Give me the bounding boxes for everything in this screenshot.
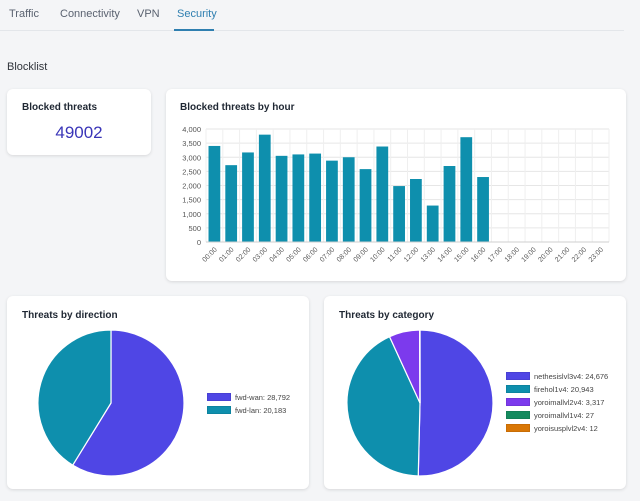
direction-chart-title: Threats by direction — [22, 310, 118, 321]
legend-item[interactable]: firehol1v4: 20,943 — [506, 383, 608, 395]
legend-label: fwd-lan: 20,183 — [235, 405, 287, 415]
legend-swatch — [506, 424, 530, 432]
x-tick-label: 13:00 — [420, 246, 437, 263]
tab-connectivity[interactable]: Connectivity — [60, 8, 120, 20]
category-legend: nethesislvl3v4: 24,676 firehol1v4: 20,943… — [506, 370, 608, 435]
x-tick-label: 01:00 — [218, 246, 235, 263]
x-tick-label: 02:00 — [235, 246, 252, 263]
x-tick-label: 21:00 — [554, 246, 571, 263]
bar[interactable] — [477, 177, 489, 242]
x-tick-label: 12:00 — [403, 246, 420, 263]
x-tick-label: 04:00 — [269, 246, 286, 263]
tab-bar: Traffic Connectivity VPN Security — [0, 0, 624, 31]
legend-item[interactable]: nethesislvl3v4: 24,676 — [506, 370, 608, 382]
legend-label: yoroisusplvl2v4: 12 — [534, 423, 598, 433]
legend-label: yoroimallvl2v4: 3,317 — [534, 397, 605, 407]
active-tab-indicator — [174, 29, 214, 31]
x-tick-label: 05:00 — [285, 246, 302, 263]
blocked-by-hour-card: Blocked threats by hour 0 500 1,000 1,500 2,… — [166, 89, 626, 281]
x-tick-label: 10:00 — [369, 246, 386, 263]
x-tick-label: 06:00 — [302, 246, 319, 263]
bar[interactable] — [242, 152, 254, 242]
bar[interactable] — [426, 205, 439, 242]
tab-traffic[interactable]: Traffic — [9, 8, 39, 20]
x-tick-label: 16:00 — [470, 246, 487, 263]
legend-label: firehol1v4: 20,943 — [534, 384, 594, 394]
x-tick-label: 00:00 — [201, 246, 218, 263]
y-tick-label: 500 — [188, 224, 201, 233]
y-tick-label: 0 — [197, 238, 201, 247]
bar[interactable] — [443, 166, 456, 242]
section-title: Blocklist — [7, 61, 48, 73]
legend-swatch — [506, 411, 530, 419]
direction-legend: fwd-wan: 28,792 fwd-lan: 20,183 — [207, 391, 290, 417]
legend-swatch — [506, 398, 530, 406]
threats-by-category-card: Threats by category nethesislvl3v4: 24,6… — [324, 296, 626, 489]
x-tick-label: 20:00 — [537, 246, 554, 263]
x-tick-label: 03:00 — [252, 246, 269, 263]
bar[interactable] — [258, 134, 271, 242]
pie-slice[interactable] — [417, 329, 494, 477]
bar[interactable] — [208, 145, 221, 242]
y-tick-label: 1,000 — [182, 210, 201, 219]
legend-swatch — [506, 372, 530, 380]
y-tick-label: 1,500 — [182, 196, 201, 205]
x-tick-label: 14:00 — [437, 246, 454, 263]
x-tick-label: 22:00 — [571, 246, 588, 263]
direction-pie-chart — [37, 329, 185, 477]
legend-item[interactable]: fwd-wan: 28,792 — [207, 391, 290, 403]
legend-item[interactable]: yoroimallvl1v4: 27 — [506, 409, 608, 421]
y-tick-label: 4,000 — [182, 125, 201, 134]
category-pie-chart — [346, 329, 494, 477]
legend-swatch — [207, 393, 231, 401]
bar[interactable] — [326, 160, 338, 242]
x-tick-label: 15:00 — [453, 246, 470, 263]
legend-item[interactable]: fwd-lan: 20,183 — [207, 404, 290, 416]
bar[interactable] — [342, 157, 355, 242]
bar[interactable] — [410, 179, 422, 242]
y-tick-label: 3,000 — [182, 153, 201, 162]
x-tick-label: 07:00 — [319, 246, 336, 263]
bar[interactable] — [292, 154, 305, 242]
threats-by-direction-card: Threats by direction fwd-wan: 28,792 fwd-… — [7, 296, 309, 489]
pie-slice[interactable] — [346, 335, 421, 477]
category-chart-title: Threats by category — [339, 310, 435, 321]
legend-swatch — [207, 406, 231, 414]
blocked-threats-card: Blocked threats 49002 — [7, 89, 151, 155]
bar-chart-title: Blocked threats by hour — [180, 102, 295, 113]
bar[interactable] — [309, 153, 322, 242]
tab-security[interactable]: Security — [177, 8, 217, 20]
x-tick-label: 09:00 — [353, 246, 370, 263]
bar[interactable] — [393, 186, 405, 242]
bar[interactable] — [460, 137, 473, 242]
blocked-threats-title: Blocked threats — [22, 102, 98, 113]
bar[interactable] — [359, 169, 372, 242]
pie-slice[interactable] — [71, 329, 185, 477]
x-tick-label: 11:00 — [387, 246, 404, 263]
legend-label: nethesislvl3v4: 24,676 — [534, 371, 609, 381]
x-tick-label: 19:00 — [521, 246, 538, 263]
x-tick-label: 08:00 — [336, 246, 353, 263]
pie-slice[interactable] — [37, 329, 112, 466]
bar[interactable] — [275, 155, 288, 242]
y-tick-label: 2,000 — [182, 182, 201, 191]
y-tick-label: 3,500 — [182, 139, 201, 148]
legend-item[interactable]: yoroimallvl2v4: 3,317 — [506, 396, 608, 408]
blocked-threats-value: 49002 — [55, 123, 103, 142]
x-tick-label: 23:00 — [588, 246, 605, 263]
bar[interactable] — [376, 146, 389, 242]
bar-chart: 0 500 1,000 1,500 2,000 2,500 3,000 3,500 4,000 0… — [182, 125, 610, 264]
legend-item[interactable]: yoroisusplvl2v4: 12 — [506, 422, 608, 434]
y-tick-label: 2,500 — [182, 167, 201, 176]
legend-label: yoroimallvl1v4: 27 — [534, 410, 595, 420]
x-tick-label: 17:00 — [487, 246, 504, 263]
x-tick-label: 18:00 — [504, 246, 521, 263]
bar[interactable] — [225, 165, 238, 242]
legend-label: fwd-wan: 28,792 — [235, 392, 291, 402]
tab-vpn[interactable]: VPN — [137, 8, 160, 20]
legend-swatch — [506, 385, 530, 393]
